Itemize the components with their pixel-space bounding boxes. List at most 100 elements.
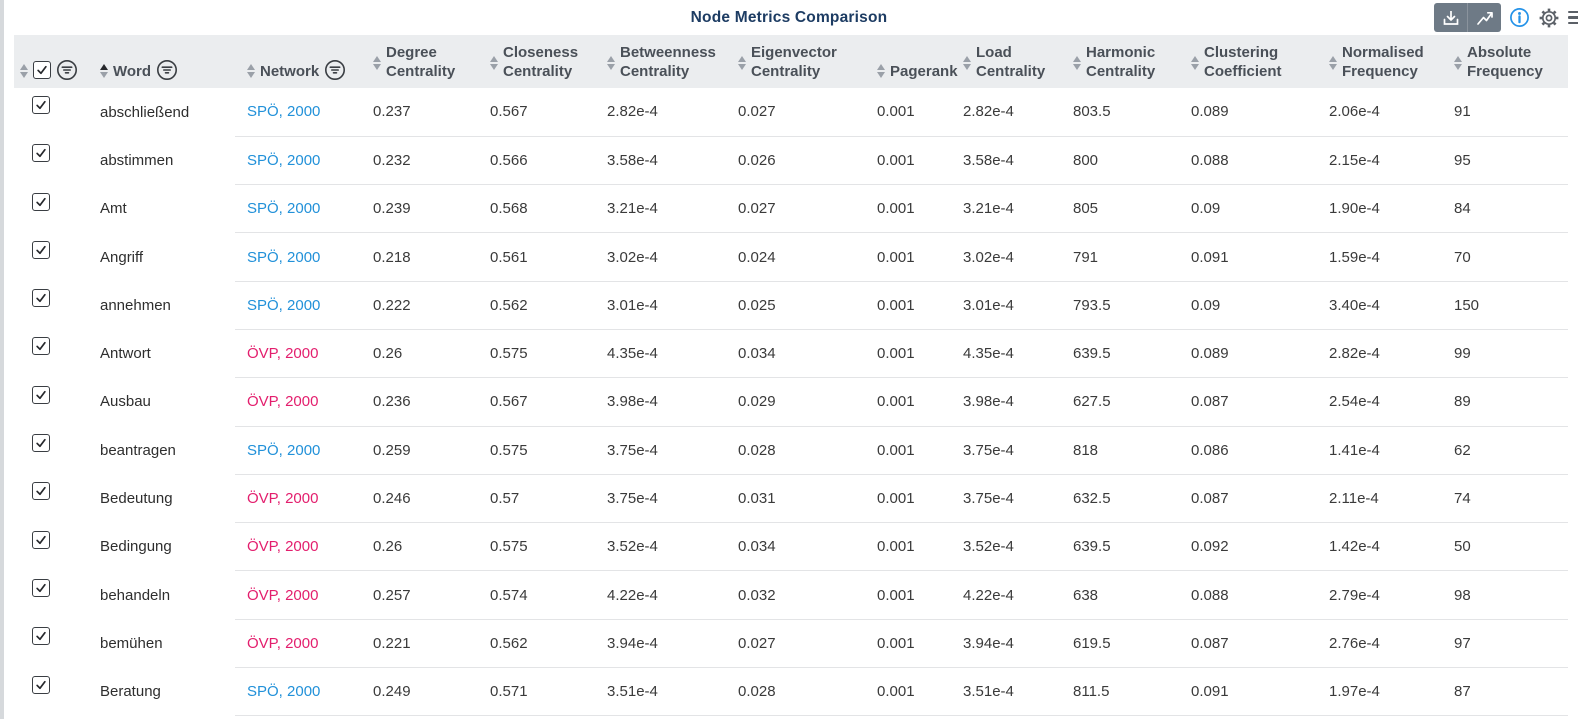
sort-icon[interactable]	[490, 56, 498, 70]
sort-icon[interactable]	[373, 56, 381, 70]
row-checkbox[interactable]	[32, 385, 50, 404]
network-link[interactable]: ÖVP, 2000	[247, 586, 319, 604]
trend-chart-button[interactable]	[1467, 3, 1501, 32]
sort-desc-icon	[1454, 64, 1462, 70]
cell-betweenness: 3.58e-4	[595, 136, 726, 186]
info-button[interactable]	[1509, 7, 1530, 28]
column-header-degree[interactable]: Degree Centrality	[361, 35, 478, 88]
row-checkbox[interactable]	[32, 240, 50, 259]
column-header-eigenvector[interactable]: Eigenvector Centrality	[726, 35, 865, 88]
network-link[interactable]: SPÖ, 2000	[247, 441, 321, 459]
sort-icon[interactable]	[607, 56, 615, 70]
row-checkbox[interactable]	[32, 578, 50, 597]
row-checkbox[interactable]	[32, 96, 50, 114]
column-header-harmonic[interactable]: Harmonic Centrality	[1061, 35, 1179, 88]
cell-load: 3.98e-4	[951, 377, 1061, 427]
value-absolute: 87	[1454, 683, 1471, 701]
cell-degree: 0.236	[361, 377, 478, 427]
sort-icon[interactable]	[738, 56, 746, 70]
row-checkbox[interactable]	[32, 627, 50, 646]
sort-icon[interactable]	[1191, 56, 1199, 70]
value-load: 3.75e-4	[963, 490, 1014, 508]
cell-closeness: 0.562	[478, 619, 595, 669]
sort-icon[interactable]	[963, 56, 971, 70]
row-checkbox[interactable]	[32, 144, 50, 163]
cell-load: 4.35e-4	[951, 329, 1061, 379]
value-absolute: 50	[1454, 538, 1471, 556]
row-checkbox[interactable]	[32, 192, 50, 211]
sort-icon[interactable]	[1329, 56, 1337, 70]
column-header-load[interactable]: Load Centrality	[951, 35, 1061, 88]
cell-harmonic: 632.5	[1061, 474, 1179, 524]
column-header-absolute[interactable]: Absolute Frequency	[1442, 35, 1568, 88]
column-header-normalised[interactable]: Normalised Frequency	[1317, 35, 1442, 88]
network-link[interactable]: ÖVP, 2000	[247, 634, 319, 652]
value-eigenvector: 0.026	[738, 151, 776, 169]
sort-icon[interactable]	[1454, 56, 1462, 70]
select-all-checkbox[interactable]	[33, 61, 51, 79]
network-link[interactable]: SPÖ, 2000	[247, 103, 321, 121]
filter-icon[interactable]	[56, 59, 78, 81]
column-header-clustering[interactable]: Clustering Coefficient	[1179, 35, 1317, 88]
cell-normalised: 2.11e-4	[1317, 474, 1442, 524]
row-checkbox[interactable]	[32, 530, 50, 549]
value-harmonic: 818	[1073, 441, 1099, 459]
cell-network: ÖVP, 2000	[235, 329, 361, 379]
value-eigenvector: 0.027	[738, 103, 776, 121]
column-header-betweenness[interactable]: Betweenness Centrality	[595, 35, 726, 88]
network-link[interactable]: ÖVP, 2000	[247, 538, 319, 556]
cell-word: bemühen	[95, 619, 235, 667]
value-normalised: 1.59e-4	[1329, 248, 1380, 266]
row-checkbox[interactable]	[32, 434, 50, 453]
value-harmonic: 619.5	[1073, 634, 1111, 652]
column-header-pagerank[interactable]: Pagerank	[865, 35, 958, 88]
sort-icon[interactable]	[20, 64, 28, 78]
export-button-group	[1434, 3, 1501, 32]
cell-pagerank: 0.001	[865, 184, 951, 234]
cell-network: SPÖ, 2000	[235, 281, 361, 330]
filter-icon[interactable]	[324, 59, 346, 81]
row-checkbox[interactable]	[32, 289, 50, 308]
sort-icon[interactable]	[1073, 56, 1081, 70]
column-header-select[interactable]	[14, 35, 95, 88]
column-header-word[interactable]: Word	[95, 35, 235, 88]
network-link[interactable]: SPÖ, 2000	[247, 296, 321, 314]
sort-icon[interactable]	[100, 64, 108, 78]
network-link[interactable]: SPÖ, 2000	[247, 151, 321, 169]
network-link[interactable]: SPÖ, 2000	[247, 200, 321, 218]
value-closeness: 0.562	[490, 296, 528, 314]
left-scrollbar-strip[interactable]	[0, 0, 4, 719]
value-betweenness: 3.75e-4	[607, 441, 658, 459]
cell-pagerank: 0.001	[865, 136, 951, 186]
cell-load: 3.75e-4	[951, 426, 1061, 475]
sort-icon[interactable]	[877, 64, 885, 78]
column-label: Normalised	[1342, 44, 1424, 62]
network-link[interactable]: ÖVP, 2000	[247, 345, 319, 363]
value-clustering: 0.092	[1191, 538, 1229, 556]
cell-betweenness: 2.82e-4	[595, 88, 726, 137]
value-pagerank: 0.001	[877, 296, 915, 314]
cell-pagerank: 0.001	[865, 570, 951, 620]
settings-button[interactable]	[1538, 7, 1560, 29]
network-link[interactable]: ÖVP, 2000	[247, 490, 319, 508]
cell-load: 3.75e-4	[951, 474, 1061, 524]
column-label: Degree	[386, 44, 437, 62]
value-eigenvector: 0.034	[738, 538, 776, 556]
column-header-closeness[interactable]: Closeness Centrality	[478, 35, 595, 88]
value-normalised: 2.06e-4	[1329, 103, 1380, 121]
sort-icon[interactable]	[247, 64, 255, 78]
filter-icon[interactable]	[156, 59, 178, 81]
row-checkbox[interactable]	[32, 675, 50, 694]
column-header-network[interactable]: Network	[235, 35, 361, 88]
network-link[interactable]: SPÖ, 2000	[247, 683, 321, 701]
hamburger-menu-button[interactable]	[1568, 10, 1578, 26]
network-link[interactable]: ÖVP, 2000	[247, 393, 319, 411]
row-checkbox[interactable]	[32, 337, 50, 356]
value-normalised: 2.54e-4	[1329, 393, 1380, 411]
column-label-line2: Coefficient	[1204, 62, 1282, 80]
column-label-line2: Frequency	[1467, 62, 1543, 80]
row-checkbox[interactable]	[32, 482, 50, 501]
network-link[interactable]: SPÖ, 2000	[247, 248, 321, 266]
download-button[interactable]	[1434, 3, 1467, 32]
cell-clustering: 0.089	[1179, 329, 1317, 379]
